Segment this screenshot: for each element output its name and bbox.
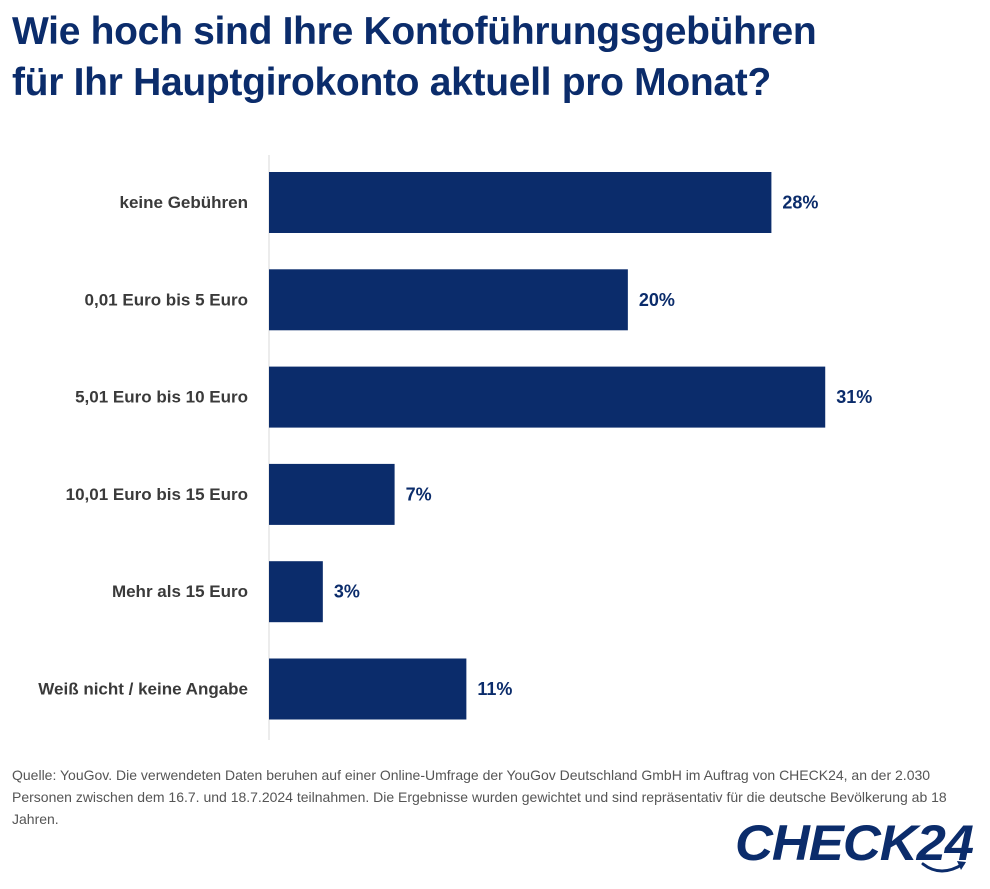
category-label: Weiß nicht / keine Angabe: [38, 680, 248, 699]
chart-title: Wie hoch sind Ihre Kontoführungsgebühren…: [12, 6, 982, 108]
bar: [269, 269, 628, 331]
source-note: Quelle: YouGov. Die verwendeten Daten be…: [12, 767, 947, 827]
category-label: keine Gebühren: [120, 193, 248, 212]
category-label: Mehr als 15 Euro: [112, 582, 248, 601]
check24-logo-text: CHECK24: [735, 815, 973, 871]
bar: [269, 658, 467, 720]
value-label: 11%: [477, 679, 512, 699]
bar: [269, 463, 395, 525]
category-label: 10,01 Euro bis 15 Euro: [66, 485, 248, 504]
chart-title-line-1: Wie hoch sind Ihre Kontoführungsgebühren: [12, 10, 817, 53]
value-label: 20%: [639, 290, 675, 310]
bar: [269, 366, 826, 428]
category-label: 0,01 Euro bis 5 Euro: [85, 290, 248, 309]
bar-chart: keine Gebühren 28% 0,01 Euro bis 5 Euro 20%…: [38, 155, 872, 740]
value-label: 28%: [782, 193, 818, 213]
bar: [269, 172, 772, 233]
value-label: 7%: [406, 484, 432, 504]
value-label: 3%: [334, 582, 360, 602]
check24-logo: CHECK24: [735, 815, 974, 873]
value-label: 31%: [836, 387, 872, 407]
check24-logo-arrowhead: [957, 861, 966, 870]
category-label: 5,01 Euro bis 10 Euro: [75, 388, 248, 407]
bar: [269, 561, 323, 623]
chart-title-line-2: für Ihr Hauptgirokonto aktuell pro Monat…: [12, 61, 771, 104]
